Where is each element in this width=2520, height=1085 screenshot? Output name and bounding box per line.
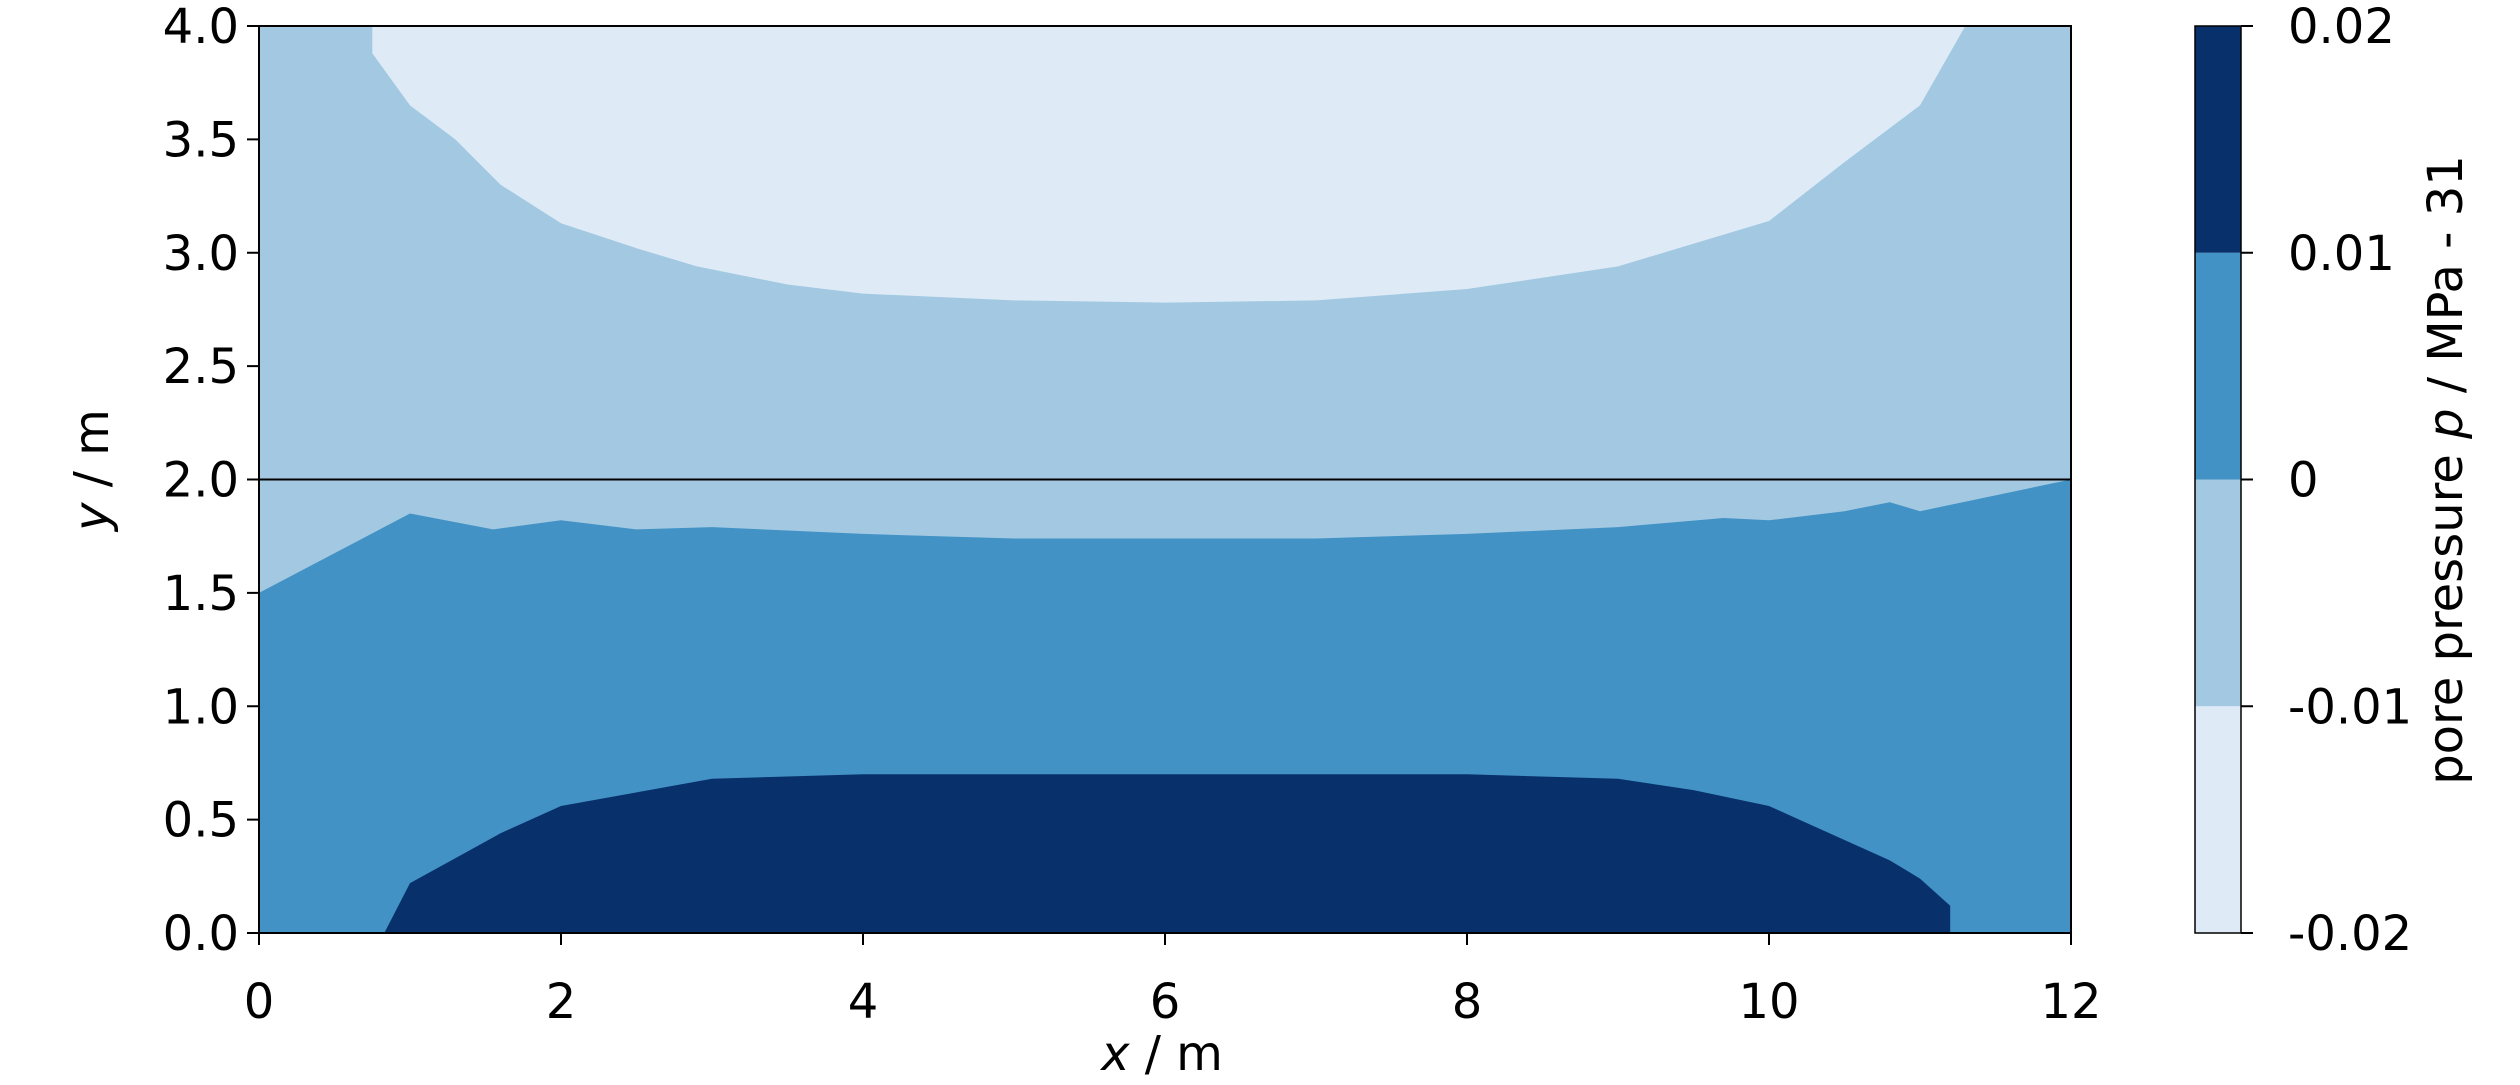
- colorbar-tick-label: -0.01: [2288, 679, 2412, 735]
- contour-region-0: [372, 26, 1966, 303]
- y-tick-label: 2.0: [163, 453, 239, 509]
- x-tick-label: 6: [1150, 974, 1181, 1030]
- colorbar-tick-label: -0.02: [2288, 906, 2412, 962]
- x-axis-label-var: x: [1099, 1026, 1130, 1080]
- colorbar-tick-label: 0: [2288, 453, 2319, 509]
- colorbar-segment-3: [2195, 26, 2241, 253]
- x-axis-label: x / m: [1099, 1026, 1223, 1080]
- y-axis-label-var: y: [64, 502, 120, 533]
- y-tick-label: 0.5: [163, 793, 239, 849]
- x-axis-label-unit: / m: [1129, 1026, 1222, 1080]
- colorbar-tick-label: 0.01: [2288, 226, 2395, 282]
- y-tick-label: 3.0: [163, 226, 239, 282]
- y-tick-label: 4.0: [163, 0, 239, 55]
- y-axis-label-unit: / m: [64, 409, 120, 502]
- x-tick-label: 12: [2040, 974, 2101, 1030]
- colorbar-tick-label: 0.02: [2288, 0, 2395, 55]
- colorbar-segment-2: [2195, 252, 2241, 480]
- y-tick-label: 2.5: [163, 339, 239, 395]
- colorbar-segment-1: [2195, 479, 2241, 707]
- x-tick-label: 8: [1452, 974, 1483, 1030]
- y-tick-label: 3.5: [163, 112, 239, 168]
- colorbar-label-post: / MPa - 31: [2418, 155, 2474, 408]
- colorbar-label-pre: pore pressure: [2418, 439, 2474, 785]
- x-tick-label: 0: [244, 974, 275, 1030]
- y-tick-label: 1.0: [163, 679, 239, 735]
- colorbar-label-var: p: [2418, 408, 2474, 439]
- y-tick-label: 1.5: [163, 566, 239, 622]
- colorbar-segment-0: [2195, 706, 2241, 933]
- colorbar: -0.02 -0.01 0 0.01 0.02: [2194, 0, 2412, 962]
- y-tick-label: 0.0: [163, 906, 239, 962]
- x-tick-label: 4: [848, 974, 879, 1030]
- x-tick-label: 10: [1738, 974, 1799, 1030]
- y-axis: 0.0 0.5 1.0 1.5 2.0 2.5 3.0 3.5 4.0: [163, 0, 259, 962]
- contour-region-2: [384, 774, 1951, 933]
- colorbar-label: pore pressure p / MPa - 31: [2418, 155, 2474, 785]
- x-axis: 0 2 4 6 8 10 12: [244, 933, 2102, 1030]
- y-axis-label: y / m: [64, 409, 120, 533]
- x-tick-label: 2: [546, 974, 577, 1030]
